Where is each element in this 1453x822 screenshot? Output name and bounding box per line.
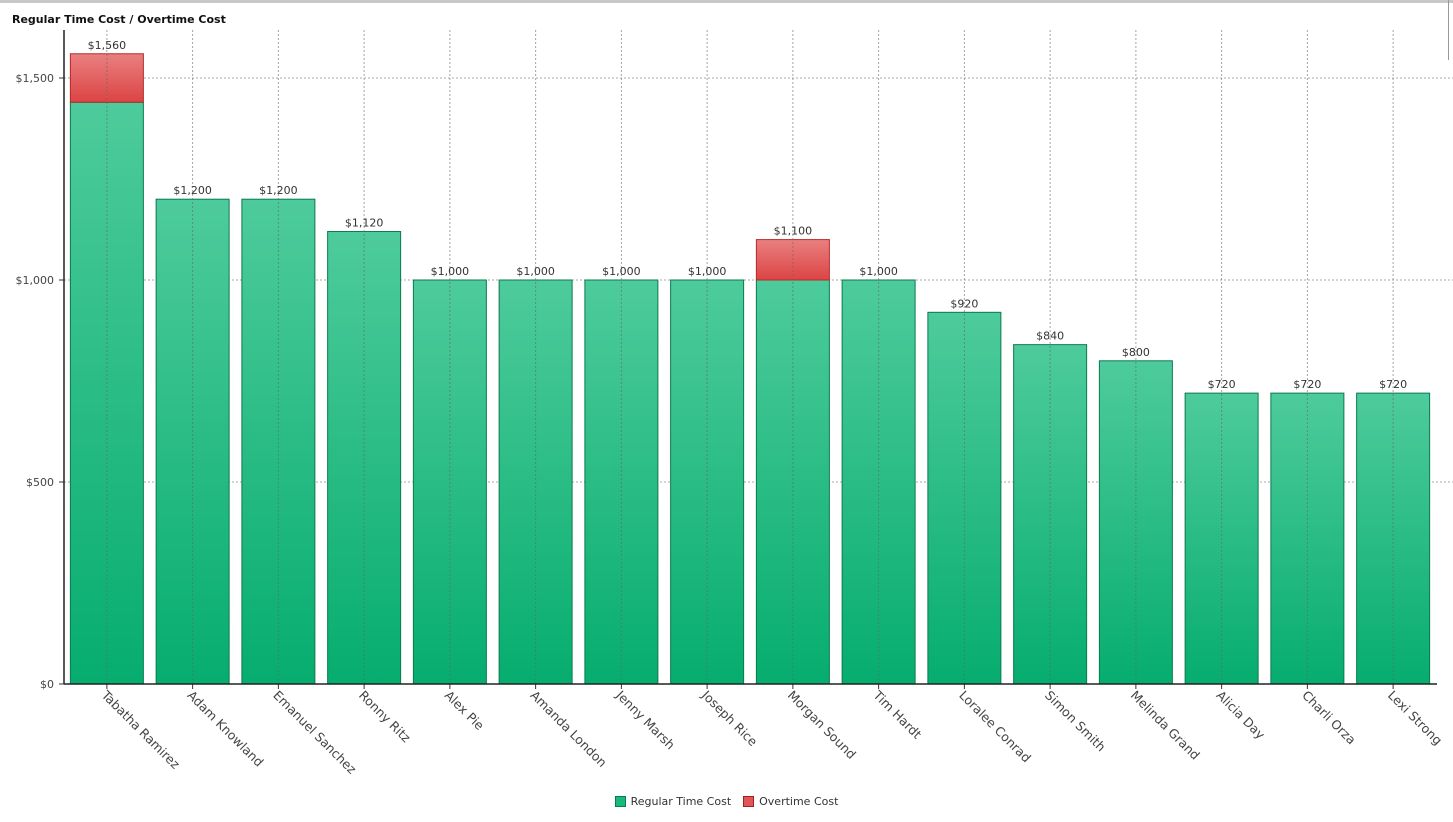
data-label: $1,000	[516, 265, 555, 278]
x-tick-label: Adam Knowland	[185, 688, 267, 770]
data-label: $920	[950, 297, 978, 310]
panel-edge	[1448, 0, 1449, 60]
x-tick-label: Joseph Rice	[698, 687, 761, 750]
legend-swatch-regular	[614, 796, 626, 807]
y-tick-label: $0	[40, 678, 54, 691]
x-tick-label: Simon Smith	[1042, 688, 1109, 755]
data-label: $1,200	[173, 184, 212, 197]
bar-regular	[69, 101, 144, 685]
data-label: $720	[1293, 378, 1321, 391]
legend-label-regular: Regular Time Cost	[630, 795, 732, 808]
y-tick-label: $500	[26, 476, 54, 489]
x-tick-label: Ronny Ritz	[356, 688, 414, 746]
x-tick-label: Lexi Strong	[1385, 688, 1445, 748]
legend: Regular Time Cost Overtime Cost	[0, 795, 1453, 808]
x-tick-label: Tabatha Ramirez	[98, 687, 183, 772]
x-tick-label: Jenny Marsh	[613, 687, 678, 752]
data-label: $1,120	[345, 217, 384, 230]
top-border	[0, 0, 1453, 3]
data-label: $1,560	[88, 39, 127, 52]
data-label: $720	[1379, 378, 1407, 391]
x-tick-label: Charli Orza	[1299, 688, 1359, 748]
data-label: $720	[1208, 378, 1236, 391]
bar-chart: $0 $500 $1,000 $1,500 $1,560 Tabatha Ramirez $…	[16, 30, 1453, 778]
data-label: $1,100	[774, 225, 813, 238]
data-label: $1,000	[859, 265, 898, 278]
legend-item-regular[interactable]: Regular Time Cost	[614, 795, 732, 808]
data-label: $1,000	[688, 265, 727, 278]
data-label: $1,200	[259, 184, 298, 197]
x-tick-label: Tim Hardt	[870, 687, 925, 742]
x-tick-label: Morgan Sound	[785, 688, 859, 762]
x-tick-label: Melinda Grand	[1128, 688, 1203, 763]
x-tick-label: Alex Pie	[442, 688, 488, 734]
data-label: $1,000	[431, 265, 470, 278]
x-tick-label: Loralee Conrad	[956, 688, 1034, 766]
data-label: $840	[1036, 330, 1064, 343]
data-label: $800	[1122, 346, 1150, 359]
legend-label-overtime: Overtime Cost	[759, 795, 839, 808]
x-tick-label: Emanuel Sanchez	[270, 688, 360, 778]
chart-title: Regular Time Cost / Overtime Cost	[12, 13, 226, 26]
legend-swatch-overtime	[743, 796, 755, 807]
legend-item-overtime[interactable]: Overtime Cost	[743, 795, 838, 808]
x-tick-label: Amanda London	[528, 688, 611, 771]
data-label: $1,000	[602, 265, 641, 278]
x-tick-label: Alicia Day	[1214, 688, 1269, 743]
y-tick-label: $1,000	[16, 274, 55, 287]
y-tick-label: $1,500	[16, 72, 55, 85]
